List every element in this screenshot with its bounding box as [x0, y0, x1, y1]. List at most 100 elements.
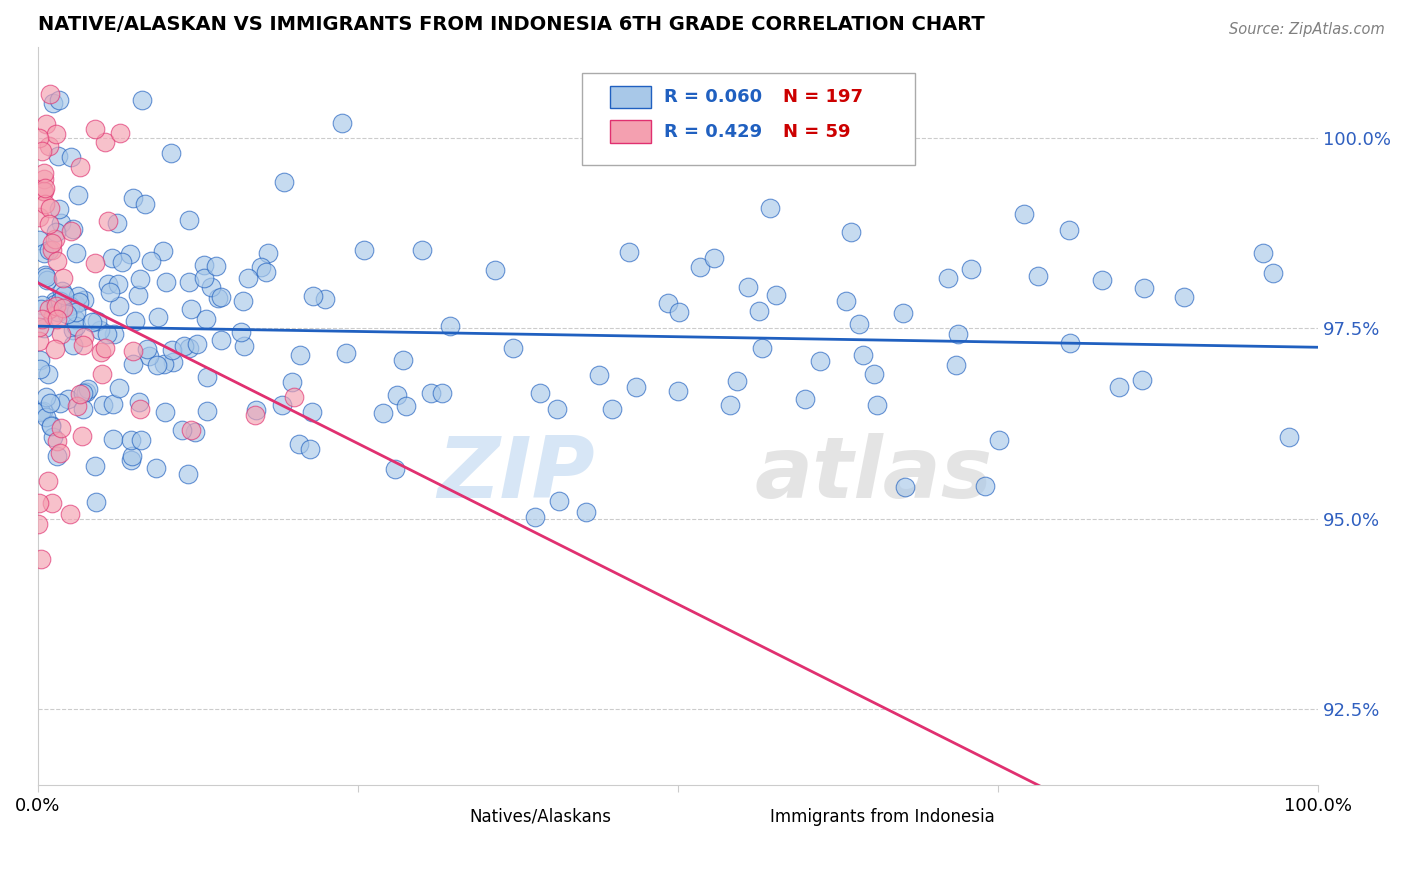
Point	[759, 201, 782, 215]
Point	[209, 333, 232, 347]
Point	[180, 423, 202, 437]
Point	[1278, 430, 1301, 444]
Point	[122, 344, 145, 359]
Point	[45, 434, 67, 449]
Point	[866, 399, 889, 413]
Point	[270, 398, 292, 412]
Point	[547, 494, 569, 508]
FancyBboxPatch shape	[735, 807, 763, 826]
Point	[45, 225, 67, 239]
Point	[207, 291, 229, 305]
Point	[195, 370, 218, 384]
FancyBboxPatch shape	[610, 120, 651, 143]
Point	[39, 418, 62, 433]
FancyBboxPatch shape	[610, 86, 651, 108]
Point	[108, 126, 131, 140]
Point	[49, 420, 72, 434]
Point	[32, 166, 55, 180]
Point	[1173, 290, 1195, 304]
Point	[28, 320, 51, 334]
Point	[105, 216, 128, 230]
Point	[45, 299, 67, 313]
Point	[62, 323, 84, 337]
Point	[353, 243, 375, 257]
Point	[1130, 373, 1153, 387]
Point	[330, 116, 353, 130]
Point	[155, 275, 177, 289]
Point	[152, 244, 174, 258]
Point	[44, 232, 66, 246]
Point	[62, 338, 84, 352]
Point	[281, 376, 304, 390]
Point	[209, 290, 232, 304]
Point	[384, 461, 406, 475]
Text: NATIVE/ALASKAN VS IMMIGRANTS FROM INDONESIA 6TH GRADE CORRELATION CHART: NATIVE/ALASKAN VS IMMIGRANTS FROM INDONE…	[38, 15, 984, 34]
Point	[84, 495, 107, 509]
Point	[39, 418, 62, 433]
Point	[737, 280, 759, 294]
Point	[30, 552, 52, 566]
Point	[66, 289, 89, 303]
Point	[90, 344, 112, 359]
Point	[177, 276, 200, 290]
Point	[177, 341, 200, 355]
Point	[77, 383, 100, 397]
Point	[38, 243, 60, 257]
Point	[960, 261, 983, 276]
Point	[1059, 336, 1081, 351]
Point	[37, 273, 59, 287]
Point	[65, 246, 87, 260]
Point	[193, 271, 215, 285]
Point	[179, 212, 201, 227]
FancyBboxPatch shape	[582, 72, 915, 165]
Point	[45, 127, 67, 141]
Point	[200, 280, 222, 294]
Point	[97, 277, 120, 291]
Point	[439, 318, 461, 333]
Point	[395, 400, 418, 414]
Point	[31, 311, 53, 326]
Point	[39, 395, 62, 409]
Point	[28, 233, 51, 247]
Point	[45, 312, 67, 326]
Point	[129, 401, 152, 416]
Point	[37, 474, 59, 488]
Point	[42, 309, 65, 323]
Point	[63, 311, 86, 326]
Point	[66, 399, 89, 413]
Point	[848, 317, 870, 331]
Point	[39, 201, 62, 215]
Point	[420, 385, 443, 400]
Point	[38, 217, 60, 231]
Text: Immigrants from Indonesia: Immigrants from Indonesia	[770, 807, 995, 826]
Point	[111, 254, 134, 268]
Point	[30, 362, 52, 376]
Point	[725, 374, 748, 388]
Point	[232, 294, 254, 309]
Point	[49, 396, 72, 410]
Point	[45, 253, 67, 268]
Point	[108, 381, 131, 395]
Point	[523, 509, 546, 524]
Point	[146, 310, 169, 325]
Point	[254, 265, 277, 279]
Point	[51, 301, 73, 315]
Point	[56, 307, 79, 321]
Point	[27, 516, 49, 531]
Point	[160, 343, 183, 357]
Point	[31, 404, 53, 418]
Point	[121, 449, 143, 463]
Point	[49, 446, 72, 460]
Point	[35, 269, 58, 284]
Point	[624, 380, 647, 394]
Point	[502, 341, 524, 355]
Point	[51, 284, 73, 298]
Point	[70, 428, 93, 442]
Point	[945, 359, 967, 373]
Point	[1057, 223, 1080, 237]
Point	[28, 130, 51, 145]
Point	[257, 245, 280, 260]
Point	[794, 392, 817, 407]
Point	[58, 392, 80, 407]
Point	[232, 339, 254, 353]
